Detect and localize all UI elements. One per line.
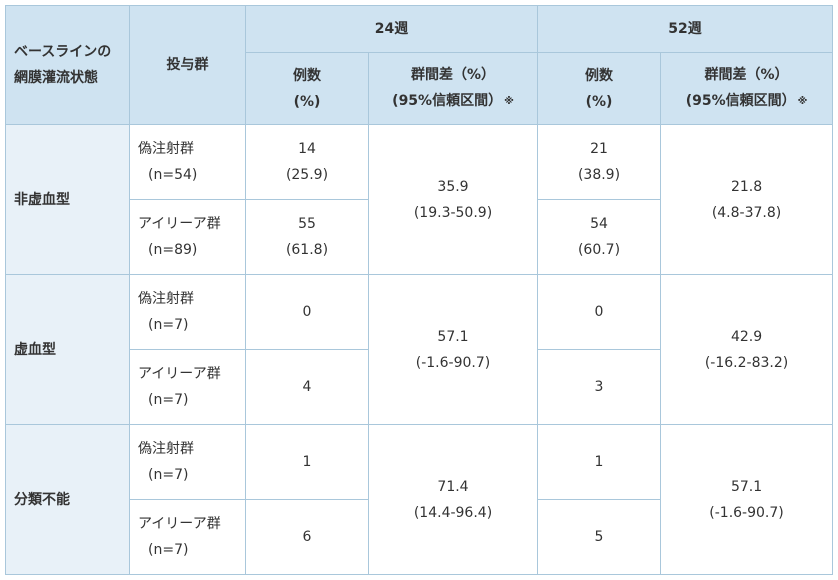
arm-cell: 偽注射群 (n=7) (129, 424, 246, 500)
w52-count-cell: 54 (60.7) (537, 199, 662, 275)
note-mark: ※ (797, 96, 808, 107)
diff-header-line1: 群間差（%） (704, 67, 789, 83)
w52-diff-cell: 57.1 (-1.6-90.7) (660, 424, 834, 575)
note-mark: ※ (504, 96, 514, 107)
w24-count-cell: 6 (245, 499, 369, 575)
w24-count-cell: 14 (25.9) (245, 124, 369, 200)
count-value: 54 (590, 216, 608, 232)
w24-count-cell: 4 (245, 349, 369, 425)
arm-name: アイリーア群 (138, 366, 221, 382)
arm-n: (n=7) (148, 467, 189, 483)
results-table: ベースラインの 網膜灌流状態 投与群 24週 52週 例数 (%) 群間差（%）… (5, 5, 834, 575)
category-cell: 分類不能 (5, 424, 130, 575)
arm-cell: アイリーア群 (n=7) (129, 349, 246, 425)
w24-diff-cell: 35.9 (19.3-50.9) (367, 124, 539, 275)
w52-diff-cell: 42.9 (-16.2-83.2) (660, 274, 834, 425)
ci-value: (19.3-50.9) (413, 204, 493, 221)
week24-header: 24週 (244, 5, 539, 53)
count-header-line1: 例数 (585, 67, 614, 84)
arm-n: (n=7) (148, 392, 189, 408)
diff-value: 57.1 (730, 478, 763, 495)
w52-count-cell: 0 (537, 274, 662, 350)
arm-header: 投与群 (129, 5, 246, 125)
arm-name: 偽注射群 (138, 141, 194, 157)
count-header-line1: 例数 (293, 67, 321, 84)
week52-header: 52週 (537, 5, 834, 53)
count-value: 6 (302, 529, 312, 545)
arm-cell: 偽注射群 (n=54) (129, 124, 246, 200)
arm-name: 偽注射群 (138, 291, 194, 307)
count-value: 1 (594, 454, 604, 470)
w24-count-cell: 0 (245, 274, 369, 350)
count-value: 1 (302, 454, 312, 470)
arm-name: アイリーア群 (138, 216, 221, 232)
count-value: 5 (594, 529, 604, 545)
percent-value: (61.8) (285, 242, 329, 258)
w24-diff-cell: 71.4 (14.4-96.4) (367, 424, 539, 575)
w52-diff-header: 群間差（%） (95%信頼区間） ※ (660, 52, 834, 125)
arm-n: (n=54) (148, 167, 198, 183)
diff-value: 57.1 (437, 328, 469, 345)
w24-count-header: 例数 (%) (245, 52, 369, 125)
ci-value: (-1.6-90.7) (709, 504, 784, 521)
ci-value: (-1.6-90.7) (415, 354, 491, 371)
count-value: 3 (594, 379, 604, 395)
diff-header-line1: 群間差（%） (410, 67, 496, 83)
w52-count-cell: 3 (537, 349, 662, 425)
arm-cell: アイリーア群 (n=89) (129, 199, 246, 275)
count-value: 4 (302, 379, 312, 395)
percent-value: (60.7) (577, 242, 621, 258)
category-cell: 非虚血型 (5, 124, 130, 275)
count-value: 0 (594, 304, 604, 320)
arm-cell: アイリーア群 (n=7) (129, 499, 246, 575)
category-cell: 虚血型 (5, 274, 130, 425)
diff-header-line2: (95%信頼区間） (685, 93, 796, 109)
count-value: 55 (298, 216, 316, 232)
ci-value: (4.8-37.8) (711, 204, 782, 221)
diff-value: 42.9 (730, 328, 763, 345)
w52-count-cell: 21 (38.9) (537, 124, 662, 200)
w24-count-cell: 1 (245, 424, 369, 500)
percent-value: (25.9) (285, 167, 329, 183)
count-value: 21 (590, 141, 608, 157)
arm-n: (n=7) (148, 542, 189, 558)
baseline-header-line1: ベースラインの (14, 44, 112, 60)
ci-value: (14.4-96.4) (413, 504, 493, 521)
w52-diff-cell: 21.8 (4.8-37.8) (660, 124, 834, 275)
ci-value: (-16.2-83.2) (704, 354, 789, 371)
baseline-header: ベースラインの 網膜灌流状態 (5, 5, 130, 125)
w24-diff-header: 群間差（%） (95%信頼区間） ※ (367, 52, 539, 125)
count-value: 0 (302, 304, 312, 320)
arm-n: (n=7) (148, 317, 189, 333)
percent-value: (38.9) (577, 167, 621, 183)
w52-count-header: 例数 (%) (537, 52, 662, 125)
diff-value: 71.4 (437, 478, 469, 495)
w24-diff-cell: 57.1 (-1.6-90.7) (367, 274, 539, 425)
diff-value: 21.8 (730, 178, 763, 195)
count-header-line2: (%) (585, 93, 613, 110)
arm-n: (n=89) (148, 242, 198, 258)
w52-count-cell: 1 (537, 424, 662, 500)
diff-header-line2: (95%信頼区間） (392, 93, 503, 109)
arm-name: 偽注射群 (138, 441, 194, 457)
count-value: 14 (298, 141, 316, 157)
baseline-header-line2: 網膜灌流状態 (14, 70, 98, 86)
count-header-line2: (%) (293, 93, 321, 110)
arm-name: アイリーア群 (138, 516, 221, 532)
w52-count-cell: 5 (537, 499, 662, 575)
w24-count-cell: 55 (61.8) (245, 199, 369, 275)
diff-value: 35.9 (437, 178, 469, 195)
arm-cell: 偽注射群 (n=7) (129, 274, 246, 350)
